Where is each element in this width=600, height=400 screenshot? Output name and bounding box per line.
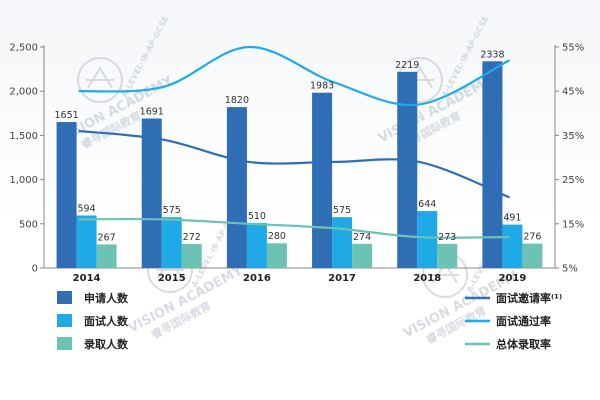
bar-录取人数-2016 [266, 243, 287, 268]
data-labels: 1651 1691 1820 1983 2219 2338 594 575 510 575 644 4… [54, 49, 541, 243]
bar-value-label: 1983 [310, 81, 334, 92]
line-面试邀请率⁽¹⁾ [78, 129, 510, 199]
bar-申请人数-2015 [141, 118, 162, 269]
watermark-logo-icon [77, 57, 123, 103]
watermark-name: VISION ACADEMY [376, 73, 496, 146]
y2-tick-label: 45% [562, 87, 584, 98]
line-总体录取率 [78, 217, 510, 239]
bar-录取人数-2019 [522, 243, 543, 268]
bar-value-label: 2338 [480, 49, 504, 60]
lines [78, 45, 510, 239]
y2-tick-label: 25% [562, 175, 584, 186]
bar-value-label: 1820 [225, 95, 249, 106]
legend-label: 总体录取率 [496, 337, 551, 351]
legend-swatch [57, 337, 72, 350]
bar-value-label: 510 [248, 211, 266, 222]
watermark-a-icon [86, 66, 114, 89]
x-tick-label: 2019 [498, 273, 526, 284]
bar-面试人数-2016 [246, 222, 267, 268]
x-tick-label: 2018 [413, 273, 441, 284]
watermark-name: VISION ACADEMY [126, 263, 246, 336]
bar-value-label: 1691 [140, 107, 164, 118]
bar-value-label: 575 [163, 205, 181, 216]
y2-tick-label: 35% [562, 131, 584, 142]
legend-swatch [57, 314, 72, 327]
x-tick-label: 2017 [328, 273, 356, 284]
bar-value-label: 491 [503, 213, 521, 224]
legend-swatch [57, 291, 72, 304]
bar-value-label: 274 [353, 232, 371, 243]
bar-申请人数-2019 [482, 61, 503, 268]
y-tick-label: 2,500 [9, 43, 38, 54]
legend-label: 申请人数 [84, 291, 129, 305]
bar-申请人数-2014 [56, 122, 77, 268]
bar-面试人数-2019 [502, 224, 523, 268]
y-tick-label: 1,500 [9, 131, 38, 142]
x-tick-label: 2015 [158, 273, 186, 284]
y2-tick-label: 55% [562, 43, 584, 54]
y-tick-label: 1,000 [9, 175, 38, 186]
bar-value-label: 575 [333, 205, 351, 216]
y2-tick-label: 15% [562, 219, 584, 230]
bar-value-label: 644 [418, 199, 436, 210]
bar-value-label: 273 [438, 232, 456, 243]
bar-录取人数-2017 [352, 243, 373, 268]
legend-label: 录取人数 [84, 337, 129, 351]
bar-申请人数-2016 [226, 107, 247, 268]
bar-value-label: 1651 [54, 110, 78, 121]
line-面试通过率 [78, 45, 510, 107]
y2-tick-label: 5% [562, 264, 578, 275]
bar-面试人数-2017 [332, 217, 353, 268]
bar-录取人数-2015 [181, 243, 202, 268]
bar-面试人数-2018 [417, 211, 438, 268]
bar-面试人数-2015 [161, 217, 182, 268]
y-tick-label: 0 [32, 264, 38, 275]
bars [56, 61, 543, 269]
x-tick-label: 2014 [73, 273, 101, 284]
bar-录取人数-2018 [437, 243, 458, 268]
axes: 0 500 1,000 1,500 2,000 2,500 5% 15% 25% 35% 45% 55… [9, 43, 584, 285]
bar-申请人数-2017 [312, 92, 333, 269]
y-tick-label: 500 [19, 219, 38, 230]
y-tick-label: 2,000 [9, 87, 38, 98]
bar-录取人数-2014 [96, 244, 117, 268]
legend-label: 面试邀请率⁽¹⁾ [496, 291, 562, 305]
x-tick-label: 2016 [243, 273, 271, 284]
bar-申请人数-2018 [397, 71, 418, 269]
legend-label: 面试人数 [84, 314, 129, 328]
bar-value-label: 594 [78, 203, 96, 214]
bar-value-label: 276 [523, 232, 541, 243]
bar-value-label: 272 [183, 232, 201, 243]
bar-value-label: 280 [268, 231, 286, 242]
bar-value-label: 267 [98, 232, 116, 243]
bar-面试人数-2014 [76, 215, 97, 268]
bar-value-label: 2219 [395, 60, 419, 71]
legend-label: 面试通过率 [496, 314, 551, 328]
